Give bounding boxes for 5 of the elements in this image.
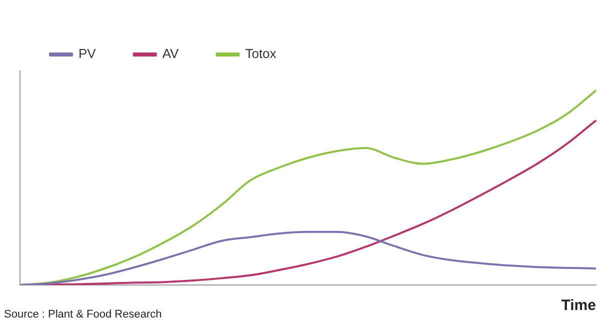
legend-label: Totox: [245, 46, 277, 62]
source-note: Source : Plant & Food Research: [4, 308, 162, 321]
legend-label: PV: [78, 46, 96, 62]
x-axis-title: Time: [561, 297, 596, 314]
legend-label: AV: [162, 46, 180, 62]
